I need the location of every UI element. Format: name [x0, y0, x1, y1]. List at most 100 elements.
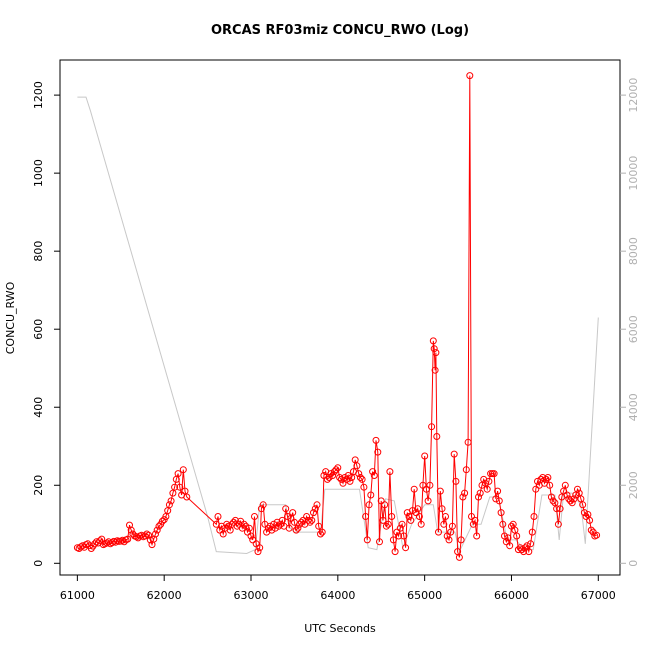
data-point: [247, 532, 255, 540]
data-point: [393, 528, 401, 536]
data-point: [304, 516, 312, 524]
data-point: [292, 526, 300, 534]
data-point: [442, 513, 449, 520]
data-point: [329, 472, 337, 479]
data-point: [443, 532, 451, 540]
data-point: [145, 531, 153, 539]
data-point: [476, 489, 484, 497]
data-point: [530, 513, 538, 520]
data-point: [256, 544, 264, 552]
data-point: [398, 520, 406, 528]
data-point: [534, 477, 541, 485]
data-point: [574, 485, 581, 493]
data-point: [457, 536, 465, 544]
data-point: [452, 477, 460, 485]
data-point: [563, 491, 571, 499]
data-point: [431, 366, 439, 374]
data-point: [112, 538, 120, 546]
data-point: [330, 468, 338, 476]
data-point: [318, 528, 326, 536]
data-point: [382, 522, 390, 530]
data-point: [395, 532, 403, 540]
data-point: [240, 520, 248, 528]
y-tick-label: 600: [32, 319, 45, 340]
data-point: [520, 548, 528, 556]
data-point: [432, 349, 440, 357]
data-point: [499, 520, 507, 528]
data-point: [306, 518, 314, 526]
data-point: [568, 499, 576, 507]
data-point: [334, 464, 342, 472]
data-point: [323, 475, 331, 483]
data-point: [294, 524, 302, 532]
data-point: [435, 528, 442, 536]
data-point: [549, 497, 557, 505]
x-tick-label: 64000: [320, 589, 355, 602]
data-point: [91, 540, 99, 548]
data-point: [532, 485, 540, 493]
data-point: [124, 535, 132, 543]
data-point: [518, 546, 526, 554]
data-point: [388, 513, 396, 520]
data-point: [310, 509, 317, 517]
data-point: [336, 474, 344, 481]
data-point: [527, 540, 535, 548]
data-point: [587, 526, 595, 534]
data-point: [381, 501, 389, 509]
data-point: [528, 528, 536, 536]
data-point: [153, 526, 161, 534]
data-point: [586, 516, 594, 524]
data-point: [468, 513, 475, 520]
data-point: [494, 487, 502, 495]
data-point: [96, 537, 104, 545]
data-point: [400, 532, 408, 540]
data-point: [176, 483, 184, 491]
data-point: [412, 509, 420, 517]
y-tick-label: 1000: [32, 159, 45, 187]
data-point: [513, 532, 521, 540]
data-point: [358, 475, 366, 483]
data-point: [315, 522, 323, 530]
data-point: [461, 489, 469, 497]
data-point: [264, 524, 272, 532]
data-point: [475, 493, 482, 501]
data-point: [372, 436, 380, 444]
data-point: [325, 474, 333, 481]
data-point: [238, 524, 246, 532]
data-point: [407, 516, 415, 524]
data-point: [346, 477, 354, 485]
data-point: [547, 493, 555, 501]
data-point: [384, 520, 392, 528]
data-point: [244, 528, 251, 536]
data-point: [214, 513, 222, 520]
x-tick-label: 63000: [234, 589, 269, 602]
data-point: [495, 497, 503, 505]
data-point: [103, 539, 111, 547]
data-point: [455, 553, 463, 561]
y-tick-label: 1200: [32, 81, 45, 109]
data-point: [544, 474, 552, 481]
data-point: [516, 544, 524, 552]
x-axis: 61000 62000 63000 64000 65000 66000 67000: [60, 575, 616, 602]
data-point: [105, 538, 113, 546]
data-point: [377, 497, 385, 505]
data-point: [570, 495, 578, 503]
data-point: [370, 472, 378, 479]
data-point: [422, 485, 430, 493]
data-point: [254, 548, 262, 556]
data-point: [369, 468, 377, 476]
data-point: [448, 522, 456, 530]
data-point: [424, 497, 432, 505]
plot-series: [73, 72, 601, 561]
data-point: [565, 495, 573, 503]
data-point: [143, 530, 151, 538]
data-point: [297, 518, 305, 526]
x-tick-label: 61000: [60, 589, 95, 602]
data-point: [414, 505, 422, 513]
data-point: [436, 487, 444, 495]
data-point: [362, 513, 370, 520]
y-tick-label: 0: [32, 560, 45, 567]
y-axis-label: CONCU_RWO: [4, 281, 17, 354]
data-point: [473, 532, 481, 540]
